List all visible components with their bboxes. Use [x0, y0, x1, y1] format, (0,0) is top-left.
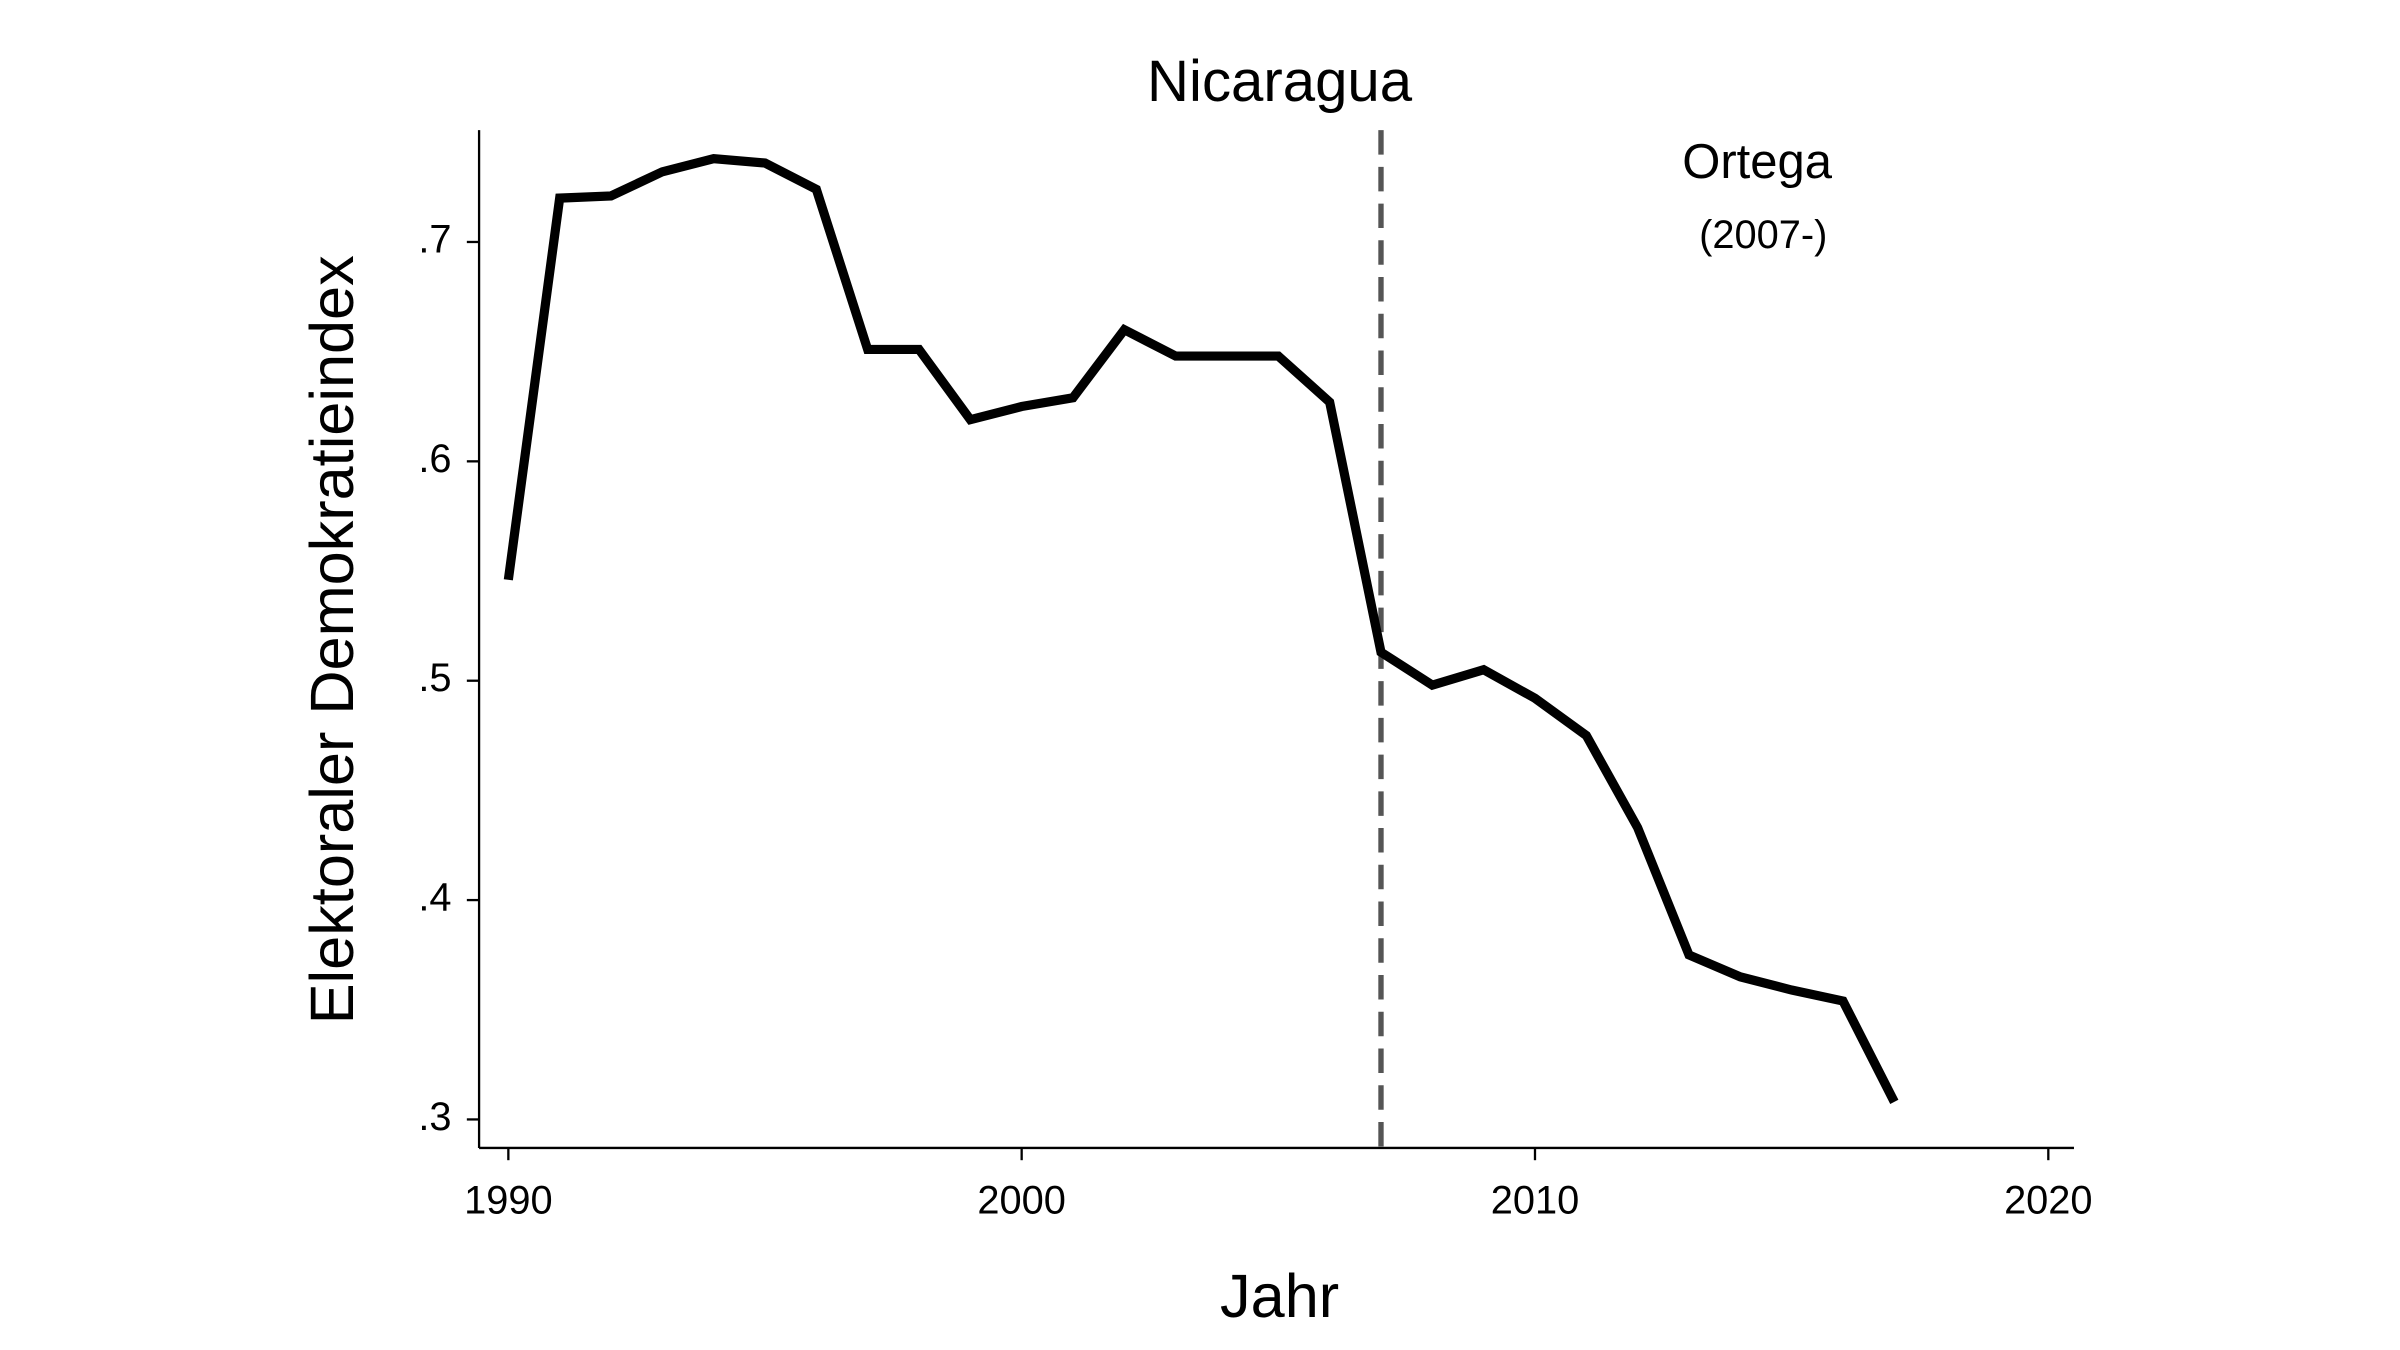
y-tick-label: .5	[418, 656, 451, 700]
annotation: (2007-)	[1699, 213, 1827, 257]
y-tick-label: .7	[418, 217, 451, 261]
x-tick-label: 2020	[2004, 1179, 2092, 1223]
annotation: Ortega	[1682, 135, 1832, 189]
y-axis-label: Elektoraler Demokratieindex	[298, 255, 366, 1024]
y-tick-label: .4	[418, 876, 451, 920]
x-tick-label: 1990	[464, 1179, 553, 1223]
y-tick-label: .6	[418, 437, 451, 481]
y-tick-label: .3	[418, 1095, 451, 1139]
chart-title: Nicaragua	[1147, 49, 1413, 114]
x-tick-label: 2000	[977, 1179, 1066, 1223]
x-axis-label: Jahr	[1220, 1262, 1339, 1330]
x-tick-label: 2010	[1491, 1179, 1579, 1223]
data-line	[503, 153, 1899, 1104]
